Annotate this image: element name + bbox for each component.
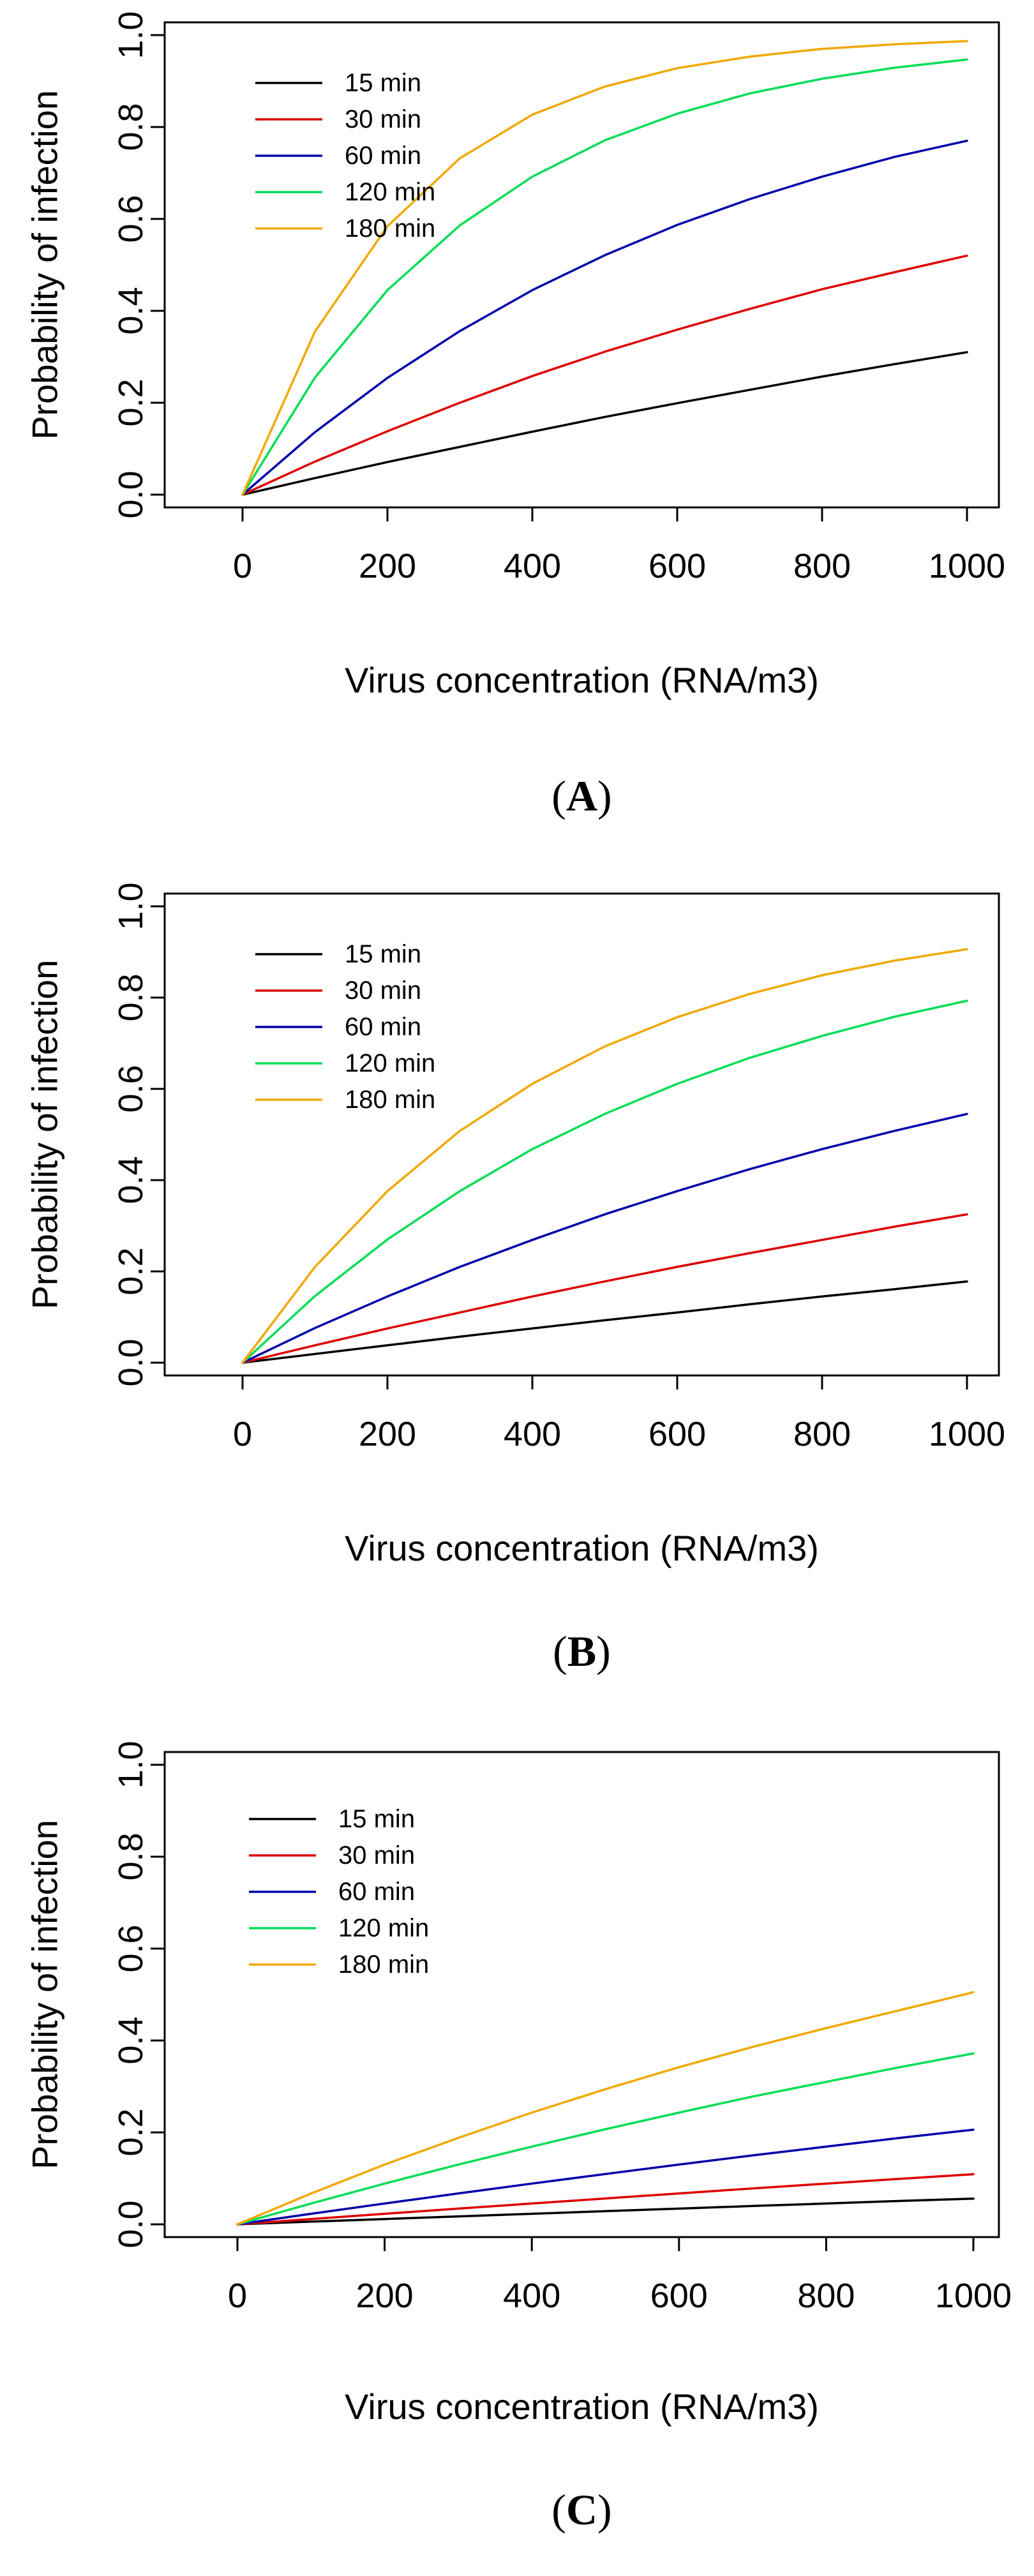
- legend-label: 60 min: [345, 1013, 421, 1041]
- y-tick-label: 0.0: [112, 2200, 150, 2248]
- x-tick-label: 800: [793, 1415, 851, 1453]
- y-axis-title: Probability of infection: [25, 90, 65, 440]
- legend-label: 60 min: [338, 1878, 415, 1906]
- y-tick-label: 0.6: [112, 1924, 150, 1972]
- series-line-15-min: [236, 2197, 975, 2226]
- panel-label-c: (C): [551, 2485, 611, 2534]
- x-tick-label: 1000: [935, 2277, 1012, 2315]
- y-tick-label: 0.4: [112, 2016, 150, 2064]
- x-tick-label: 400: [504, 547, 561, 585]
- x-tick-label: 0: [233, 547, 252, 585]
- y-tick-label: 0.6: [112, 195, 150, 243]
- x-tick-label: 0: [233, 1415, 252, 1453]
- x-tick-label: 600: [648, 1415, 706, 1453]
- plot-frame: [163, 892, 1000, 1377]
- legend-label: 120 min: [345, 178, 435, 206]
- legend-label: 15 min: [338, 1805, 415, 1833]
- series-line-15-min: [241, 351, 968, 496]
- series-line-180-min: [241, 948, 968, 1364]
- series-line-60-min: [241, 1112, 968, 1364]
- series-line-120-min: [236, 2052, 975, 2226]
- y-tick-label: 1.0: [112, 882, 150, 930]
- y-tick-label: 0.2: [112, 1247, 150, 1295]
- legend-label: 180 min: [345, 214, 435, 243]
- x-tick-label: 1000: [929, 547, 1005, 585]
- y-tick-label: 0.2: [112, 378, 150, 426]
- x-tick-label: 1000: [929, 1415, 1005, 1453]
- chart-panel-b: 0.0 0.2 0.4 0.6 0.8 1.0 0 200 400 600 800 1000 Virus…: [25, 882, 1006, 1675]
- x-tick-label: 200: [359, 1415, 416, 1453]
- y-tick-label: 0.4: [112, 287, 150, 334]
- legend-label: 30 min: [338, 1841, 415, 1869]
- legend-label: 60 min: [345, 142, 421, 170]
- chart-panel-a: 0.0 0.2 0.4 0.6 0.8 1.0 0 200 400 600 800 1000 Virus…: [25, 11, 1006, 820]
- legend-label: 180 min: [345, 1086, 435, 1114]
- x-tick-label: 0: [228, 2277, 247, 2315]
- x-tick-label: 200: [356, 2277, 414, 2315]
- legend-label: 15 min: [345, 940, 421, 968]
- series-line-180-min: [241, 40, 968, 496]
- legend-label: 120 min: [345, 1049, 435, 1077]
- y-tick-label: 0.8: [112, 1832, 150, 1880]
- x-axis-title: Virus concentration (RNA/m3): [345, 1528, 819, 1568]
- x-tick-label: 600: [648, 547, 706, 585]
- panel-label-b: (B): [553, 1627, 611, 1675]
- x-tick-label: 800: [797, 2277, 855, 2315]
- plot-frame: [163, 1751, 1000, 2238]
- y-tick-label: 1.0: [112, 1741, 150, 1788]
- x-axis-title: Virus concentration (RNA/m3): [345, 2386, 819, 2427]
- x-tick-label: 800: [793, 547, 851, 585]
- y-axis-title: Probability of infection: [25, 960, 65, 1310]
- y-tick-label: 0.0: [112, 1338, 150, 1386]
- y-tick-label: 0.8: [112, 973, 150, 1021]
- series-line-30-min: [236, 2173, 975, 2226]
- legend-label: 180 min: [338, 1951, 429, 1979]
- x-tick-label: 400: [503, 2277, 560, 2315]
- series-line-30-min: [241, 254, 968, 496]
- y-tick-label: 0.6: [112, 1065, 150, 1112]
- series-line-60-min: [236, 2128, 975, 2226]
- legend-label: 30 min: [345, 105, 421, 133]
- legend-label: 15 min: [345, 69, 421, 97]
- series-line-120-min: [241, 58, 968, 496]
- y-axis-title: Probability of infection: [25, 1820, 65, 2169]
- x-tick-label: 400: [504, 1415, 561, 1453]
- plot-frame: [163, 21, 1000, 509]
- chart-panel-c: 0.0 0.2 0.4 0.6 0.8 1.0 0 200 400 600 800 1000 Virus…: [25, 1741, 1012, 2534]
- panel-label-a: (A): [551, 772, 611, 820]
- series-line-180-min: [236, 1991, 975, 2226]
- y-tick-label: 0.8: [112, 103, 150, 151]
- y-tick-label: 0.4: [112, 1156, 150, 1204]
- y-tick-label: 1.0: [112, 11, 150, 59]
- series-line-120-min: [241, 1000, 968, 1364]
- x-tick-label: 600: [650, 2277, 708, 2315]
- legend-label: 120 min: [338, 1914, 429, 1942]
- x-axis-title: Virus concentration (RNA/m3): [345, 660, 819, 700]
- legend-label: 30 min: [345, 977, 421, 1005]
- y-tick-label: 0.2: [112, 2108, 150, 2156]
- series-line-30-min: [241, 1213, 968, 1364]
- x-tick-label: 200: [359, 547, 416, 585]
- series-line-60-min: [241, 139, 968, 496]
- y-tick-label: 0.0: [112, 470, 150, 518]
- series-line-15-min: [241, 1280, 968, 1364]
